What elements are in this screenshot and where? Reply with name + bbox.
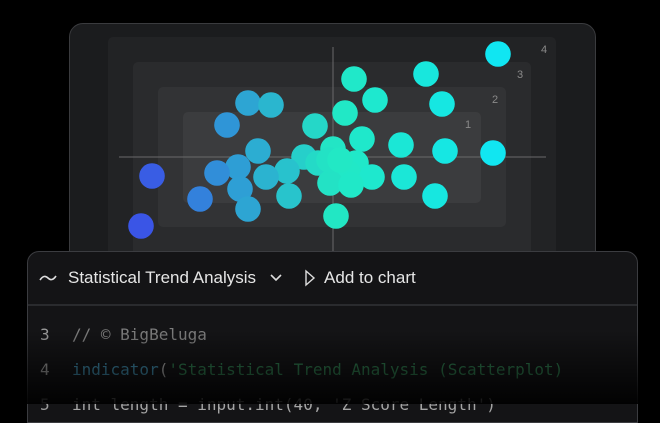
scatter-point — [214, 112, 240, 138]
scatter-point — [204, 160, 230, 186]
scatter-point — [274, 158, 300, 184]
scatter-point — [480, 140, 506, 166]
scatter-point — [429, 91, 455, 117]
script-panel: Statistical Trend Analysis Add to chart … — [27, 251, 638, 423]
scatter-point — [235, 196, 261, 222]
scatter-point — [391, 164, 417, 190]
scatter-point — [227, 176, 253, 202]
scatter-point — [327, 147, 353, 173]
level-label-3: 3 — [517, 69, 523, 81]
code-line-4[interactable]: 4 indicator('Statistical Trend Analysis (… — [40, 360, 563, 379]
code-paren: ( — [158, 360, 169, 379]
scatter-point — [485, 41, 511, 67]
trend-line-icon — [38, 272, 58, 284]
line-number: 5 — [40, 395, 50, 414]
scatter-point — [128, 213, 154, 239]
scatter-point — [341, 66, 367, 92]
scatter-point — [235, 90, 261, 116]
scatter-point — [388, 132, 414, 158]
scatter-point — [413, 61, 439, 87]
scatter-point — [245, 138, 271, 164]
chevron-down-icon[interactable] — [270, 274, 282, 282]
level-label-4: 4 — [541, 44, 547, 56]
code-function: indicator — [72, 360, 159, 379]
code-comment: // © BigBeluga — [72, 325, 207, 344]
scatter-point — [323, 203, 349, 229]
level-label-2: 2 — [492, 94, 498, 106]
script-title[interactable]: Statistical Trend Analysis — [68, 268, 257, 287]
level-label-1: 1 — [465, 119, 471, 131]
line-number: 4 — [40, 360, 50, 379]
scatter-point — [225, 154, 251, 180]
scatter-point — [253, 164, 279, 190]
code-line-3[interactable]: 3 // © BigBeluga — [40, 325, 207, 344]
scatter-point — [317, 170, 343, 196]
scatter-point — [432, 138, 458, 164]
panel-header: Statistical Trend Analysis Add to chart — [28, 252, 637, 306]
scatter-point — [422, 183, 448, 209]
scatter-plot: 4 3 2 1 — [119, 41, 548, 252]
scatter-point — [302, 113, 328, 139]
scatter-point — [362, 87, 388, 113]
scatter-point — [258, 92, 284, 118]
scatter-point — [338, 172, 364, 198]
add-to-chart-button[interactable]: Add to chart — [304, 268, 416, 288]
code-line-5[interactable]: 5 int length = input.int(40, 'Z Score Len… — [40, 395, 496, 414]
code-text: int length = input.int(40, 'Z Score Leng… — [72, 395, 496, 414]
add-to-chart-label: Add to chart — [324, 268, 416, 287]
play-outline-icon — [304, 269, 316, 287]
scatter-point — [349, 126, 375, 152]
scatter-point — [139, 163, 165, 189]
scatter-point — [359, 164, 385, 190]
code-string: 'Statistical Trend Analysis (Scatterplot… — [168, 360, 564, 379]
scatter-point — [276, 183, 302, 209]
scatter-point — [332, 100, 358, 126]
line-number: 3 — [40, 325, 50, 344]
scatter-point — [187, 186, 213, 212]
